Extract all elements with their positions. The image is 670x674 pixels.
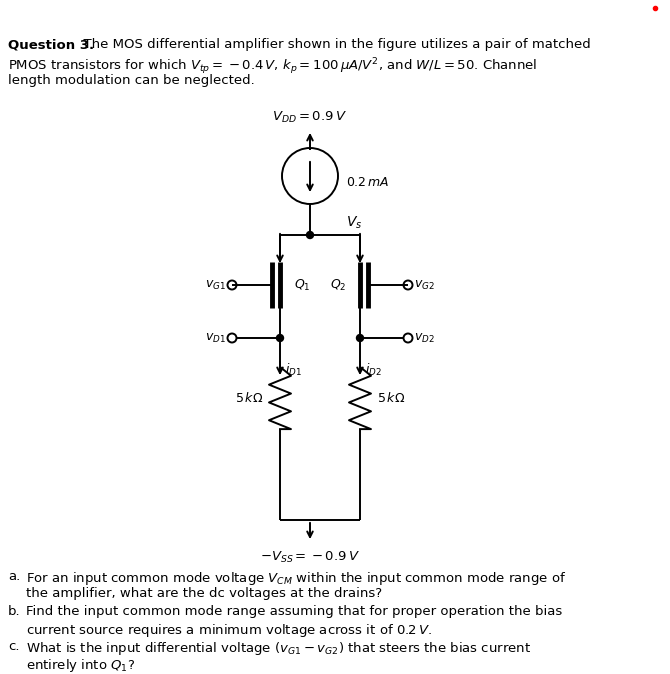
- Text: The MOS differential amplifier shown in the figure utilizes a pair of matched: The MOS differential amplifier shown in …: [75, 38, 591, 51]
- Circle shape: [306, 231, 314, 239]
- Text: $v_{G1}$: $v_{G1}$: [205, 278, 226, 292]
- Text: $V_{DD} = 0.9\,V$: $V_{DD} = 0.9\,V$: [273, 110, 348, 125]
- Text: a.: a.: [8, 570, 20, 583]
- Text: $v_{D1}$: $v_{D1}$: [205, 332, 226, 344]
- Text: entirely into $Q_1$?: entirely into $Q_1$?: [26, 657, 135, 674]
- Circle shape: [356, 334, 364, 342]
- Text: Question 3.: Question 3.: [8, 38, 94, 51]
- Text: current source requires a minimum voltage across it of $0.2\,V$.: current source requires a minimum voltag…: [26, 622, 432, 639]
- Circle shape: [277, 334, 283, 342]
- Text: $v_{D2}$: $v_{D2}$: [414, 332, 435, 344]
- Text: $5\,k\Omega$: $5\,k\Omega$: [377, 391, 405, 405]
- Text: $0.2\,mA$: $0.2\,mA$: [346, 175, 389, 189]
- Text: PMOS transistors for which $V_{tp} = -0.4\,V$, $k_p = 100\,\mu A/V^2$, and $W/L : PMOS transistors for which $V_{tp} = -0.…: [8, 56, 537, 77]
- Text: $Q_2$: $Q_2$: [330, 278, 346, 293]
- Text: b.: b.: [8, 605, 21, 618]
- Text: $Q_1$: $Q_1$: [294, 278, 311, 293]
- Text: $i_{D2}$: $i_{D2}$: [365, 362, 382, 378]
- Text: Find the input common mode range assuming that for proper operation the bias: Find the input common mode range assumin…: [26, 605, 562, 618]
- Text: c.: c.: [8, 640, 19, 653]
- Text: $i_{D1}$: $i_{D1}$: [285, 362, 302, 378]
- Text: $5\,k\Omega$: $5\,k\Omega$: [234, 391, 263, 405]
- Text: What is the input differential voltage $(v_{G1} - v_{G2})$ that steers the bias : What is the input differential voltage $…: [26, 640, 531, 657]
- Text: $V_s$: $V_s$: [346, 214, 362, 231]
- Text: For an input common mode voltage $V_{CM}$ within the input common mode range of: For an input common mode voltage $V_{CM}…: [26, 570, 566, 587]
- Text: the amplifier, what are the dc voltages at the drains?: the amplifier, what are the dc voltages …: [26, 587, 382, 600]
- Text: $-V_{SS} = -0.9\,V$: $-V_{SS} = -0.9\,V$: [260, 550, 360, 565]
- Text: $v_{G2}$: $v_{G2}$: [414, 278, 435, 292]
- Text: length modulation can be neglected.: length modulation can be neglected.: [8, 74, 255, 87]
